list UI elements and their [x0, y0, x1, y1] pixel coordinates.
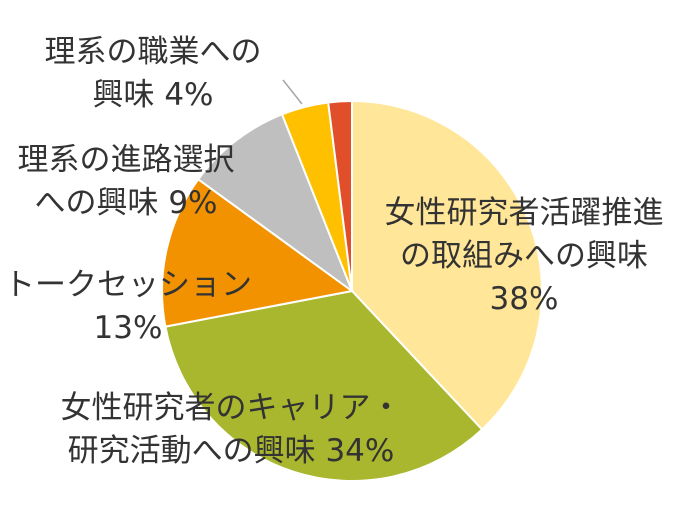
data-label-line: トークセッション [4, 267, 252, 303]
data-label-line: 38% [489, 281, 559, 317]
data-label-line: 女性研究者活躍推進 [384, 195, 664, 231]
leader-line [282, 79, 303, 105]
data-label-line: の取組みへの興味 [400, 238, 648, 274]
data-label-line: 女性研究者のキャリア・ [60, 390, 402, 426]
pie-slice-4 [197, 113, 353, 292]
data-label-slice-5: 理系の職業への 興味 4% [45, 31, 262, 117]
data-label-slice-2: 女性研究者のキャリア・ 研究活動への興味 34% [61, 387, 402, 473]
data-label-line: 13% [93, 310, 163, 346]
data-label-slice-4: 理系の進路選択 への興味 9% [18, 139, 235, 225]
pie-slice-2 [164, 290, 484, 482]
data-label-slice-3: トークセッション 13% [4, 264, 252, 350]
data-label-line: 興味 4% [92, 77, 214, 113]
pie-slices [161, 100, 543, 482]
pie-slice-3 [161, 178, 353, 328]
data-label-line: 研究活動への興味 34% [67, 433, 395, 469]
data-label-line: 理系の職業への [44, 34, 262, 70]
data-label-line: 理系の進路選択 [17, 142, 235, 178]
data-label-line: への興味 9% [34, 185, 218, 221]
pie-slice-6 [327, 100, 353, 292]
data-label-slice-1: 女性研究者活躍推進 の取組みへの興味 38% [385, 192, 664, 321]
pie-slice-1 [351, 100, 543, 431]
